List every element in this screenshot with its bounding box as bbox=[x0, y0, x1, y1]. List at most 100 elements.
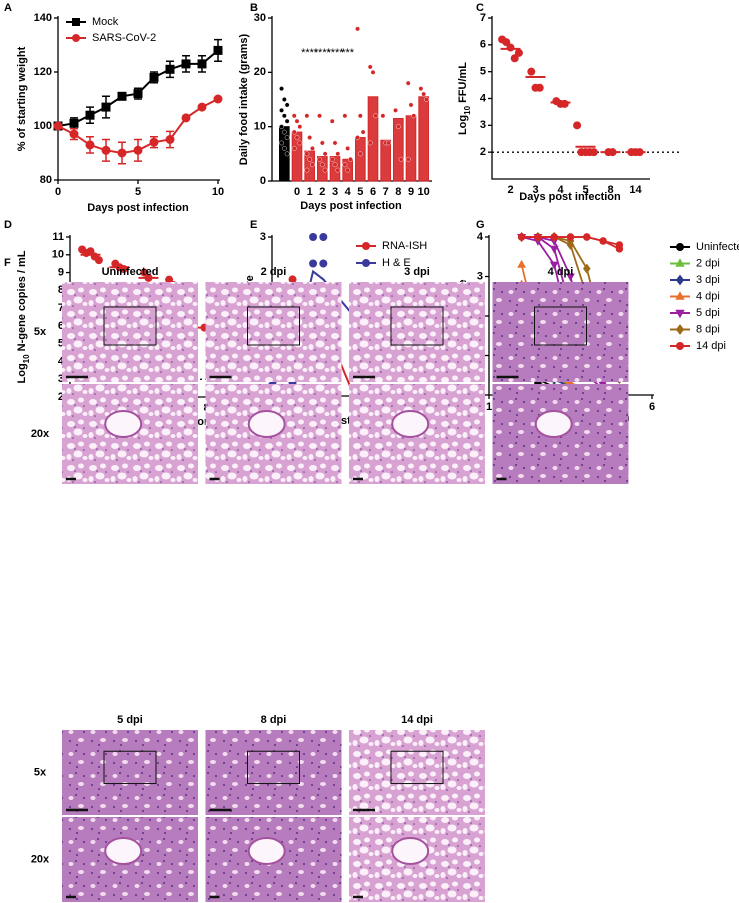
airway bbox=[391, 410, 430, 438]
marker bbox=[53, 121, 63, 131]
marker bbox=[319, 259, 328, 268]
data-point bbox=[291, 113, 297, 119]
data-point bbox=[335, 167, 341, 173]
legend-label: 8 dpi bbox=[696, 323, 720, 335]
bar bbox=[291, 131, 303, 182]
data-point bbox=[348, 156, 353, 162]
bar bbox=[405, 115, 417, 182]
marker bbox=[165, 135, 175, 144]
y-tick-label: 10 bbox=[254, 121, 266, 133]
marker bbox=[117, 148, 127, 158]
marker bbox=[309, 259, 318, 268]
y-tick-label: 4 bbox=[58, 355, 65, 367]
zoom-box bbox=[390, 306, 444, 346]
x-tick-label: 14 bbox=[629, 184, 642, 196]
data-point bbox=[94, 256, 103, 265]
marker bbox=[566, 273, 575, 282]
y-tick-label: 20 bbox=[254, 66, 266, 78]
y-tick-label: 3 bbox=[58, 373, 64, 385]
data-point bbox=[307, 156, 313, 162]
marker bbox=[517, 233, 526, 241]
data-point bbox=[322, 167, 328, 173]
marker bbox=[550, 233, 558, 241]
airway bbox=[104, 837, 143, 865]
panel-letter: A bbox=[4, 2, 12, 14]
marker bbox=[549, 261, 559, 270]
data-point bbox=[310, 145, 315, 151]
panel-letter: B bbox=[250, 2, 258, 14]
bar bbox=[380, 139, 391, 182]
y-tick-label: 10 bbox=[52, 249, 64, 261]
legend-marker bbox=[362, 259, 370, 267]
data-point bbox=[535, 83, 544, 92]
data-point bbox=[304, 151, 310, 157]
legend-marker bbox=[362, 242, 370, 250]
y-tick-label: 120 bbox=[34, 66, 52, 78]
data-point bbox=[418, 86, 424, 92]
data-point bbox=[424, 97, 429, 102]
axis-line bbox=[491, 16, 650, 180]
zoom-box bbox=[534, 306, 587, 346]
data-point bbox=[284, 151, 290, 157]
marker bbox=[69, 118, 79, 128]
y-tick-label: 4 bbox=[480, 92, 487, 104]
y-axis-label: Log10 N-gene copies / mL bbox=[16, 250, 31, 383]
data-point bbox=[304, 113, 310, 119]
x-tick-label: 3 bbox=[532, 184, 538, 196]
bar bbox=[367, 96, 379, 182]
x-tick-label: 8 bbox=[395, 186, 401, 198]
y-tick-label: 100 bbox=[34, 120, 52, 132]
x-tick-label: 2 bbox=[507, 184, 513, 196]
data-point bbox=[342, 162, 348, 168]
data-point bbox=[573, 121, 582, 130]
data-point bbox=[560, 99, 569, 108]
data-point bbox=[405, 156, 411, 162]
data-point bbox=[589, 148, 598, 157]
column-title: 4 dpi bbox=[548, 266, 574, 278]
significance: *** bbox=[341, 47, 355, 59]
x-tick-label: 5 bbox=[357, 186, 363, 198]
x-tick-label: 10 bbox=[212, 186, 224, 198]
legend-label: 2 dpi bbox=[696, 257, 720, 269]
panel-letter: C bbox=[476, 2, 484, 14]
x-tick-label: 3 bbox=[332, 186, 338, 198]
data-point bbox=[527, 67, 536, 76]
data-point bbox=[357, 151, 363, 157]
marker bbox=[319, 233, 328, 241]
data-point bbox=[345, 145, 351, 151]
y-tick-label: 7 bbox=[58, 302, 64, 314]
data-point bbox=[307, 135, 313, 140]
bar bbox=[317, 156, 328, 182]
data-point bbox=[284, 135, 290, 140]
zoom-box bbox=[247, 750, 300, 785]
data-point bbox=[279, 140, 284, 146]
data-point bbox=[317, 156, 322, 162]
legend-label: Uninfected bbox=[696, 241, 739, 253]
data-point bbox=[281, 113, 287, 119]
marker bbox=[615, 245, 624, 253]
y-axis-label-part: FFU/mL bbox=[457, 62, 469, 106]
legend-marker bbox=[675, 274, 685, 286]
x-tick-label: 6 bbox=[370, 186, 376, 198]
column-title: 8 dpi bbox=[261, 714, 287, 726]
marker bbox=[197, 102, 207, 112]
marker bbox=[517, 259, 526, 268]
data-point bbox=[395, 124, 401, 130]
y-tick-label: 8 bbox=[58, 284, 64, 296]
data-point bbox=[319, 162, 325, 168]
x-tick-label: 6 bbox=[649, 401, 655, 413]
x-tick-label: 1 bbox=[486, 401, 492, 413]
bar bbox=[418, 96, 429, 182]
marker bbox=[583, 233, 591, 241]
zoom-box bbox=[247, 306, 300, 346]
bar bbox=[355, 137, 366, 182]
column-title: 14 dpi bbox=[401, 714, 433, 726]
data-point bbox=[373, 113, 379, 119]
data-point bbox=[329, 156, 335, 162]
y-tick-label: 6 bbox=[58, 320, 64, 332]
micrograph-5x bbox=[349, 730, 485, 815]
y-axis-label: Log10 FFU/mL bbox=[457, 62, 472, 135]
marker bbox=[165, 64, 175, 74]
micrograph-5x bbox=[349, 282, 485, 382]
zoom-box bbox=[390, 750, 444, 785]
